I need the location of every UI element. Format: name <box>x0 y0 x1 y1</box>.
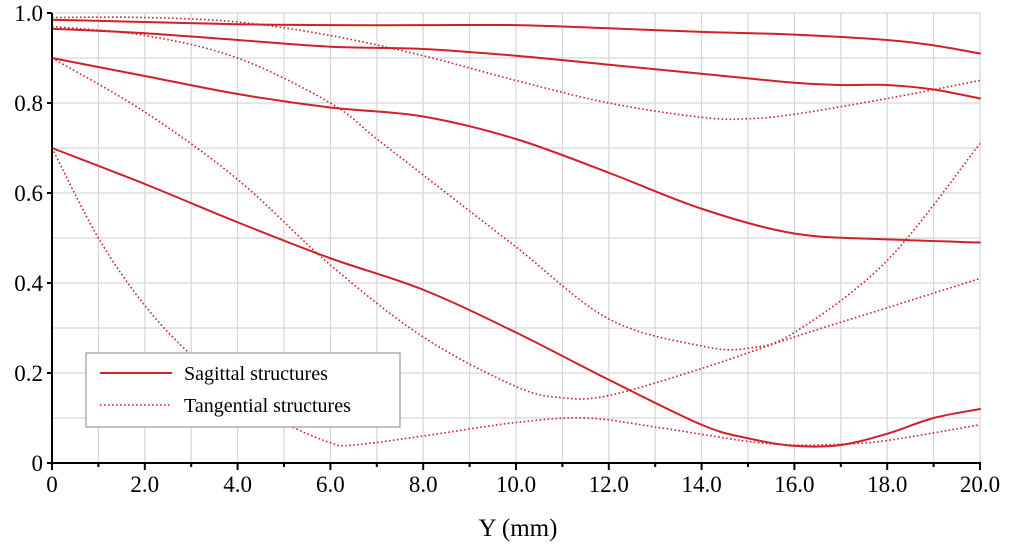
x-tick-label: 6.0 <box>316 472 345 497</box>
series-line-tangential-3 <box>51 57 981 400</box>
series-line-tangential-2 <box>51 25 981 351</box>
x-tick-label: 2.0 <box>130 472 159 497</box>
series-line-sagittal-2 <box>51 27 981 100</box>
series-line-tangential-4 <box>51 147 981 447</box>
y-tick-label: 0 <box>32 451 44 476</box>
x-tick-label: 8.0 <box>409 472 438 497</box>
legend-label-tangential: Tangential structures <box>184 395 351 417</box>
x-tick-label: 20.0 <box>960 472 1000 497</box>
series-line-sagittal-1 <box>51 18 981 55</box>
series-line-sagittal-3 <box>51 57 981 244</box>
series-line-sagittal-4 <box>51 147 981 448</box>
x-tick-label: 4.0 <box>223 472 252 497</box>
legend-label-sagittal: Sagittal structures <box>184 363 328 385</box>
series-layer <box>51 16 981 448</box>
x-tick-label: 0 <box>46 472 58 497</box>
x-tick-label: 14.0 <box>681 472 721 497</box>
legend-box <box>85 352 401 428</box>
x-tick-label: 16.0 <box>774 472 814 497</box>
x-tick-label: 18.0 <box>867 472 907 497</box>
y-tick-label: 1.0 <box>14 1 43 26</box>
y-tick-label: 0.6 <box>14 181 43 206</box>
x-tick-label: 10.0 <box>496 472 536 497</box>
y-tick-label: 0.4 <box>14 271 43 296</box>
y-tick-label: 0.2 <box>14 361 43 386</box>
legend: Sagittal structures Tangential structure… <box>85 352 401 428</box>
y-tick-label: 0.8 <box>14 91 43 116</box>
x-axis-title: Y (mm) <box>479 515 558 542</box>
x-tick-label: 12.0 <box>589 472 629 497</box>
ticks: 0 2.0 4.0 6.0 8.0 10.0 12.0 14.0 16.0 18.0 20.0 0 0.… <box>14 1 1000 497</box>
